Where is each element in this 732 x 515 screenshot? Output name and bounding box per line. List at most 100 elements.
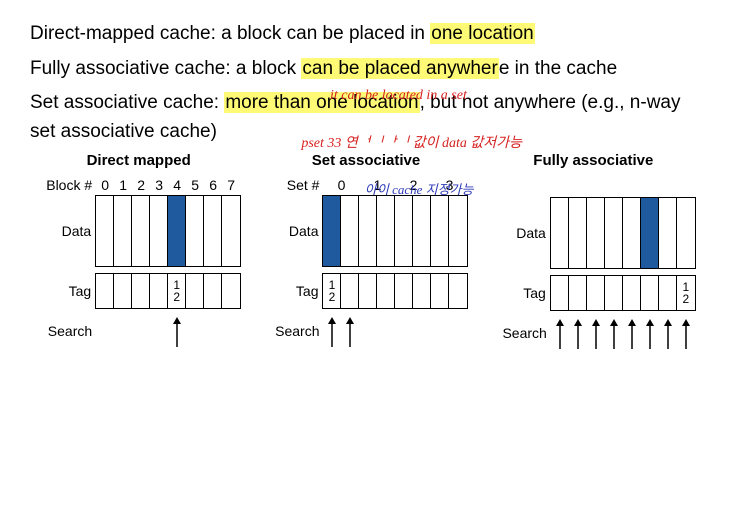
block-num: 7 xyxy=(222,177,240,193)
data-cell xyxy=(623,198,641,268)
tag-cell xyxy=(186,274,204,308)
data-label: Data xyxy=(263,223,322,239)
col-title: Set associative xyxy=(312,152,420,169)
search-arrow xyxy=(569,319,587,349)
tag-cell xyxy=(605,276,623,310)
block-num: 6 xyxy=(204,177,222,193)
tag-cell: 12 xyxy=(323,274,341,308)
tag-row: Tag 12 xyxy=(263,273,468,309)
data-cell xyxy=(569,198,587,268)
search-arrow xyxy=(449,317,467,347)
handwriting-red-2: pset 33 연ᅥᅵᅡᅵ 값이 data 값저가능 xyxy=(301,132,522,152)
search-row: Search xyxy=(492,317,695,349)
tag-row: Tag 12 xyxy=(491,275,696,311)
search-arrow xyxy=(359,317,377,347)
highlight-one-location: one location xyxy=(430,23,534,44)
block-num: 1 xyxy=(114,177,132,193)
search-label: Search xyxy=(264,323,323,339)
tag-cell xyxy=(551,276,569,310)
tag-cell xyxy=(150,274,168,308)
col-title: Fully associative xyxy=(533,152,653,169)
set-number-row: Set # 0123 아이 cache 지정가능 xyxy=(264,177,467,193)
data-row: Data xyxy=(36,195,241,267)
search-label: Search xyxy=(492,325,551,341)
data-cell xyxy=(395,196,413,266)
highlight-anywhere: can be placed anywher xyxy=(301,58,498,79)
tag-cell xyxy=(413,274,431,308)
tag-cell xyxy=(587,276,605,310)
definition-fully-associative: Fully associative cache: a block can be … xyxy=(30,55,702,84)
diagram-row: Direct mapped Block # 01234567 Data Tag … xyxy=(30,152,702,349)
search-row: Search xyxy=(264,315,467,347)
data-row: Data xyxy=(491,197,696,269)
data-cell xyxy=(132,196,150,266)
search-arrow xyxy=(587,319,605,349)
data-cell xyxy=(96,196,114,266)
search-arrow xyxy=(623,319,641,349)
block-num: 4 xyxy=(168,177,186,193)
tag-cell xyxy=(341,274,359,308)
search-arrow xyxy=(413,317,431,347)
search-arrow xyxy=(168,317,186,347)
data-cell xyxy=(413,196,431,266)
txt: Fully associative cache: a block xyxy=(30,58,301,79)
search-arrow xyxy=(222,317,240,347)
handwriting-red-1: it can be located in a set xyxy=(330,85,467,106)
search-arrow xyxy=(323,317,341,347)
data-label: Data xyxy=(36,223,95,239)
set-num: 0 xyxy=(323,177,359,193)
data-cell xyxy=(204,196,222,266)
tag-cell xyxy=(569,276,587,310)
diagram-fully-associative: Fully associative Data Tag 12 Search xyxy=(485,152,702,349)
search-arrow xyxy=(150,317,168,347)
tag-cell xyxy=(132,274,150,308)
tag-cell xyxy=(395,274,413,308)
data-cell xyxy=(377,196,395,266)
numlabel: Set # xyxy=(264,177,323,193)
search-arrow xyxy=(186,317,204,347)
tag-cell: 12 xyxy=(168,274,186,308)
data-cell xyxy=(186,196,204,266)
search-arrow xyxy=(204,317,222,347)
tag-cell xyxy=(659,276,677,310)
data-cell xyxy=(341,196,359,266)
spacer-row xyxy=(564,177,623,195)
numlabel: Block # xyxy=(37,177,96,193)
data-cell xyxy=(114,196,132,266)
data-cell xyxy=(605,198,623,268)
tag-row: Tag 12 xyxy=(36,273,241,309)
tag-cell xyxy=(359,274,377,308)
tag-cell xyxy=(623,276,641,310)
block-number-row: Block # 01234567 xyxy=(37,177,240,193)
search-arrow xyxy=(551,319,569,349)
search-row: Search xyxy=(37,315,240,347)
definition-direct-mapped: Direct-mapped cache: a block can be plac… xyxy=(30,20,702,49)
tag-cell xyxy=(114,274,132,308)
diagram-set-associative: pset 33 연ᅥᅵᅡᅵ 값이 data 값저가능 Set associati… xyxy=(257,152,474,349)
search-arrow xyxy=(431,317,449,347)
data-cell xyxy=(222,196,240,266)
search-arrow xyxy=(341,317,359,347)
search-arrow xyxy=(677,319,695,349)
search-arrow xyxy=(605,319,623,349)
col-title: Direct mapped xyxy=(87,152,191,169)
data-cell xyxy=(431,196,449,266)
tag-cell xyxy=(431,274,449,308)
tag-cell xyxy=(449,274,467,308)
tag-cell xyxy=(96,274,114,308)
block-num: 2 xyxy=(132,177,150,193)
data-cell xyxy=(323,196,341,266)
search-arrow xyxy=(659,319,677,349)
tag-label: Tag xyxy=(491,285,550,301)
data-cell xyxy=(150,196,168,266)
search-label: Search xyxy=(37,323,96,339)
data-cell xyxy=(449,196,467,266)
search-arrow xyxy=(96,317,114,347)
tag-cell xyxy=(641,276,659,310)
txt: e in the cache xyxy=(499,58,617,79)
block-num: 3 xyxy=(150,177,168,193)
data-cell xyxy=(359,196,377,266)
search-arrow xyxy=(395,317,413,347)
search-arrow xyxy=(377,317,395,347)
tag-label: Tag xyxy=(263,283,322,299)
